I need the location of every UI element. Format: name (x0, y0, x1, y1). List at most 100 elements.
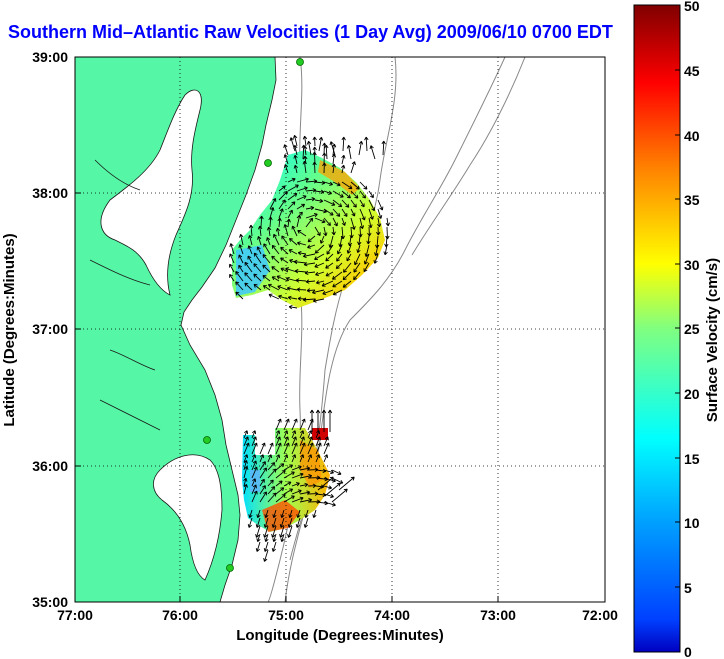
vector-arrow (315, 280, 325, 285)
vector-arrow (325, 262, 334, 269)
vector-arrow (271, 244, 280, 255)
vector-arrow (286, 286, 298, 291)
vector-arrow (268, 293, 280, 300)
vector-arrow (307, 436, 313, 447)
vector-arrow (343, 262, 352, 273)
vector-arrow (299, 454, 305, 463)
vector-arrow (295, 517, 301, 528)
vector-arrow (243, 454, 249, 463)
vector-arrow (280, 246, 289, 255)
vector-arrow (280, 509, 285, 518)
vector-arrow (294, 269, 307, 274)
vector-arrow (296, 177, 309, 183)
vector-arrow (341, 136, 346, 152)
vector-arrow (283, 454, 289, 463)
vector-arrow (357, 235, 362, 246)
vector-arrow (307, 235, 316, 243)
vector-arrow (364, 244, 370, 257)
vector-arrow (305, 217, 314, 228)
vector-arrow (359, 217, 365, 230)
vector-arrow (312, 298, 325, 303)
vector-arrow (332, 280, 343, 288)
vector-arrow (247, 517, 253, 528)
vector-arrow (271, 517, 277, 528)
vector-arrow (385, 217, 390, 227)
vector-arrow (238, 254, 244, 264)
vector-arrow (291, 225, 298, 237)
vector-arrow (321, 409, 327, 432)
vector-arrow (332, 289, 343, 296)
colorbar-tick-label: 30 (684, 257, 700, 273)
vector-arrow (287, 517, 293, 528)
vector-arrow (273, 233, 280, 246)
vector-arrow (267, 283, 280, 291)
vector-arrow (292, 134, 298, 147)
vector-arrow (262, 254, 271, 264)
vector-arrow (283, 154, 289, 165)
vector-arrow (314, 180, 326, 185)
vector-arrow (324, 144, 329, 160)
vector-arrow (269, 197, 277, 210)
vector-arrow (373, 253, 379, 264)
vector-arrow (323, 226, 328, 237)
vector-arrow (235, 291, 244, 300)
vector-arrow (342, 271, 352, 281)
vector-arrow (350, 208, 356, 217)
vector-arrow (280, 267, 289, 273)
vector-arrow (331, 163, 336, 174)
vector-arrow (288, 249, 298, 255)
vector-arrow (306, 288, 316, 293)
vector-arrow (368, 217, 373, 229)
vector-arrow (287, 209, 293, 219)
vector-arrow (256, 509, 261, 518)
colorbar-tick-label: 10 (684, 515, 700, 531)
vector-arrow (266, 237, 271, 246)
x-tick-label: 73:00 (480, 607, 516, 623)
vector-arrow (322, 152, 327, 165)
vector-arrow (303, 517, 309, 528)
colorbar-tick-label: 0 (684, 644, 692, 659)
vector-arrow (281, 235, 289, 246)
vector-arrow (346, 244, 352, 254)
vector-arrow (356, 244, 361, 253)
vector-arrow (238, 264, 244, 273)
vector-arrow (278, 294, 289, 300)
vector-arrow (323, 454, 329, 463)
vector-arrow (321, 280, 334, 287)
colorbar-label: Surface Velocity (cm/s) (704, 258, 721, 422)
vector-arrow (275, 436, 281, 447)
vector-arrow (359, 199, 365, 208)
colorbar-tick-label: 45 (684, 63, 700, 79)
colorbar (633, 4, 681, 653)
vector-arrow (263, 243, 271, 255)
vector-arrow (381, 140, 386, 156)
vector-arrow (341, 154, 346, 165)
bay-water (100, 89, 202, 296)
vector-arrow (332, 271, 343, 280)
vector-arrow (275, 454, 281, 463)
vector-arrow (346, 144, 352, 160)
vector-arrow (350, 199, 357, 208)
vector-arrow (302, 297, 316, 302)
vector-arrow (275, 494, 286, 503)
vector-arrow (291, 436, 297, 447)
vector-arrow (251, 466, 258, 479)
y-tick-label: 37:00 (32, 321, 68, 337)
vector-arrow (299, 490, 311, 495)
vector-arrow (332, 217, 338, 227)
vector-arrow (243, 442, 250, 455)
vector-arrow (268, 216, 273, 228)
vector-arrow (259, 485, 266, 495)
vector-arrow (264, 509, 269, 518)
vector-arrow (248, 234, 253, 246)
x-axis-label: Longitude (Degrees:Minutes) (236, 627, 444, 644)
vector-arrow (243, 466, 249, 479)
vector-arrow (271, 276, 280, 282)
vector-arrow (314, 244, 325, 254)
vector-arrow (259, 461, 266, 471)
vector-arrow (304, 509, 309, 518)
vector-arrow (305, 205, 315, 211)
vector-arrow (271, 266, 280, 273)
vector-arrow (283, 430, 289, 439)
